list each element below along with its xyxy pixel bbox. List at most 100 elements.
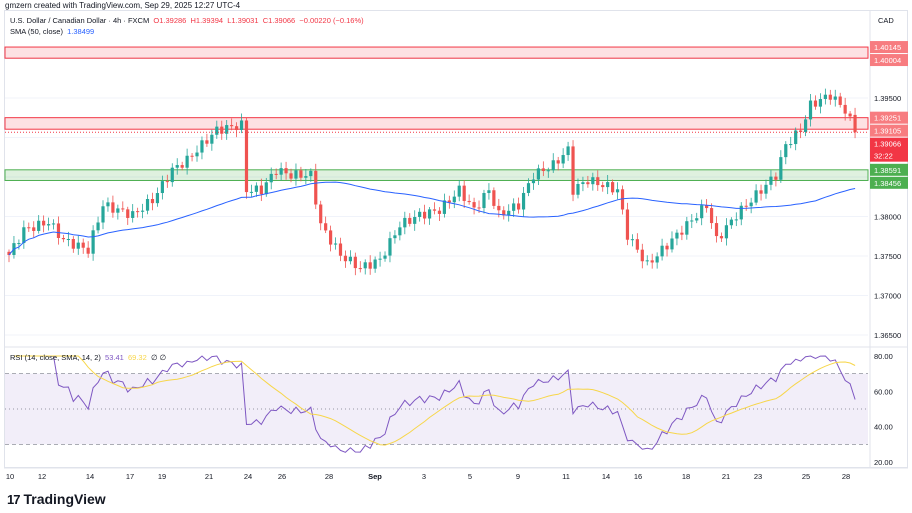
- candle-up: [645, 260, 649, 262]
- price-label-bg: [870, 54, 908, 67]
- sma-label[interactable]: SMA (50, close): [10, 27, 63, 36]
- time-axis-label: 23: [754, 472, 762, 481]
- candle-up: [160, 181, 164, 194]
- candle-down: [27, 227, 31, 229]
- candle-up: [784, 144, 788, 158]
- candle-up: [695, 218, 699, 221]
- time-axis-label: 10: [6, 472, 14, 481]
- candle-down: [42, 220, 46, 226]
- rsi-tick: 40.00: [874, 423, 893, 432]
- candle-up: [566, 146, 570, 156]
- rsi-tick: 60.00: [874, 387, 893, 396]
- rsi-label[interactable]: RSI (14, close, SMA, 14, 2): [10, 353, 101, 362]
- candle-down: [620, 189, 625, 210]
- zone-price-label: 1.38456: [874, 179, 901, 188]
- candle-up: [269, 173, 273, 183]
- candle-down: [799, 130, 803, 132]
- time-axis-label: 14: [86, 472, 94, 481]
- candle-down: [289, 173, 293, 179]
- candle-up: [660, 245, 664, 257]
- candle-down: [744, 205, 748, 207]
- time-axis-label: 12: [38, 472, 46, 481]
- candle-up: [304, 176, 308, 178]
- candle-down: [586, 182, 590, 185]
- candle-up: [76, 242, 80, 249]
- candle-down: [7, 251, 11, 255]
- candle-up: [131, 211, 135, 218]
- candle-down: [353, 256, 357, 269]
- time-axis-label: 21: [205, 472, 213, 481]
- candle-down: [650, 260, 654, 263]
- candle-down: [541, 168, 545, 172]
- candle-up: [140, 210, 145, 212]
- candle-up: [487, 190, 491, 194]
- candle-up: [383, 255, 387, 259]
- zone-price-label: 1.38591: [874, 166, 901, 175]
- candle-down: [274, 173, 278, 175]
- high-value: H1.39394: [190, 16, 224, 25]
- candle-down: [625, 209, 630, 240]
- rsi-ma-line: [13, 355, 856, 446]
- rsi-value: 53.41: [105, 353, 124, 362]
- candle-down: [492, 190, 496, 206]
- candle-up: [779, 157, 783, 180]
- candle-up: [521, 192, 526, 210]
- candle-up: [685, 221, 689, 235]
- candle-down: [853, 114, 857, 133]
- candle-down: [205, 140, 209, 144]
- candle-down: [709, 208, 714, 224]
- zone-price-label: 1.39105: [874, 127, 901, 136]
- candle-up: [388, 238, 392, 256]
- candle-up: [37, 220, 41, 231]
- candle-up: [794, 130, 798, 145]
- candle-up: [546, 170, 550, 172]
- candle-up: [106, 202, 110, 207]
- candle-down: [714, 223, 719, 237]
- candle-down: [190, 155, 194, 157]
- candle-down: [759, 190, 763, 194]
- symbol-title[interactable]: U.S. Dollar / Canadian Dollar · 4h · FXC…: [10, 16, 150, 25]
- price-tick: 1.39500: [874, 94, 901, 103]
- candle-up: [734, 219, 738, 221]
- candle-down: [665, 245, 669, 250]
- candle-down: [423, 211, 427, 219]
- candle-down: [432, 209, 437, 211]
- candle-down: [126, 209, 130, 218]
- candle-down: [502, 210, 506, 216]
- candle-up: [576, 183, 580, 195]
- candle-down: [56, 223, 61, 238]
- candle-down: [32, 227, 36, 231]
- candle-down: [462, 185, 466, 201]
- rsi-legend: RSI (14, close, SMA, 14, 2) 53.41 69.32 …: [10, 353, 166, 362]
- candle-up: [655, 256, 659, 263]
- price-label-bg: [870, 111, 908, 124]
- candle-down: [324, 223, 328, 231]
- candle-up: [373, 259, 377, 269]
- candle-up: [51, 223, 56, 225]
- price-label-bg: [870, 137, 908, 162]
- price-chart[interactable]: 1.40145 1.40004 1.39251 1.39105 1.39066 32:22…: [0, 0, 912, 490]
- price-tick: 1.37000: [874, 292, 901, 301]
- candle-down: [813, 100, 818, 107]
- zone-price-label: 1.39251: [874, 114, 901, 123]
- candle-down: [314, 170, 318, 205]
- currency-label: CAD: [878, 16, 894, 25]
- candle-down: [472, 202, 476, 208]
- price-tick: 1.37500: [874, 252, 901, 261]
- candle-up: [764, 184, 768, 194]
- candle-down: [848, 113, 852, 117]
- candle-down: [338, 243, 343, 256]
- candle-up: [789, 144, 793, 146]
- candle-down: [774, 176, 778, 180]
- candle-down: [165, 181, 169, 183]
- candle-up: [22, 227, 26, 244]
- candle-down: [828, 94, 832, 100]
- candle-down: [284, 168, 288, 174]
- time-axis-label: 24: [244, 472, 252, 481]
- candle-up: [457, 185, 461, 197]
- candle-up: [398, 227, 402, 236]
- time-axis-label: 11: [562, 472, 570, 481]
- candle-up: [91, 230, 95, 254]
- last-price-value: 1.39066: [874, 140, 901, 149]
- candle-down: [61, 237, 66, 240]
